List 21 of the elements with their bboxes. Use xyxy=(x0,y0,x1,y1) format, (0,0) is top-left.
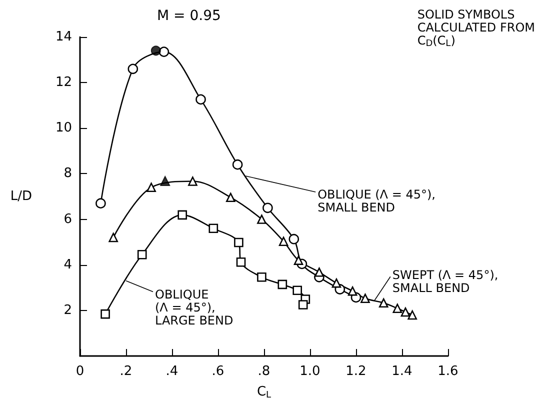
annotation: SWEPT (Λ = 45°), SMALL BEND xyxy=(392,268,498,296)
x-tick-label: .4 xyxy=(166,364,178,379)
x-tick-label: 1.2 xyxy=(346,364,366,379)
y-tick-label: 10 xyxy=(55,120,72,136)
x-tick-label: 1.4 xyxy=(392,364,412,379)
y-tick-label: 12 xyxy=(55,75,72,90)
annotation: OBLIQUE (Λ = 45°), LARGE BEND xyxy=(155,287,234,328)
x-tick-label: 1.0 xyxy=(300,364,320,379)
x-tick-label: 1.6 xyxy=(438,364,458,379)
x-tick-label: .6 xyxy=(212,364,224,379)
y-tick-label: 8 xyxy=(64,166,72,182)
x-tick-label: .8 xyxy=(258,364,270,379)
y-tick-label: 2 xyxy=(64,302,72,318)
chart-title: M = 0.95 xyxy=(157,8,221,24)
y-tick-label: 6 xyxy=(64,212,72,227)
y-tick-label: 14 xyxy=(55,30,72,44)
y-tick-label: 4 xyxy=(64,257,72,272)
x-tick-label: 0 xyxy=(76,364,84,379)
y-axis-title: L/D xyxy=(10,189,32,204)
x-tick-label: .2 xyxy=(120,364,132,379)
annotation: OBLIQUE (Λ = 45°), SMALL BEND xyxy=(318,187,436,214)
